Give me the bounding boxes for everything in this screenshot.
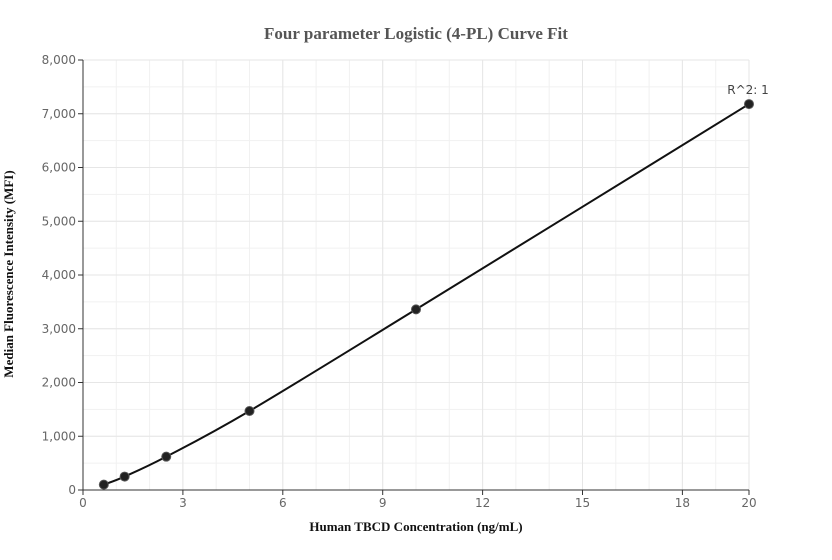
x-tick-label: 0 — [79, 496, 87, 510]
grid — [82, 59, 750, 491]
y-tick-label: 2,000 — [42, 376, 76, 390]
x-axis-label: Human TBCD Concentration (ng/mL) — [309, 519, 522, 534]
x-tick-label: 18 — [675, 496, 690, 510]
r-squared-annotation: R^2: 1 — [727, 83, 769, 97]
x-tick-label: 9 — [379, 496, 387, 510]
chart-title: Four parameter Logistic (4-PL) Curve Fit — [264, 24, 568, 43]
data-points — [98, 99, 754, 490]
y-tick-label: 4,000 — [42, 268, 76, 282]
x-tick-label: 3 — [179, 496, 187, 510]
y-axis-label: Median Fluorescence Intensity (MFI) — [1, 170, 16, 377]
y-tick-label: 7,000 — [42, 107, 76, 121]
y-tick-label: 0 — [68, 483, 76, 497]
data-point[interactable] — [244, 405, 255, 416]
y-tick-label: 6,000 — [42, 161, 76, 175]
y-axis-ticks: 0 1,000 2,000 3,000 4,000 5,000 6,000 7,000 8,00… — [42, 53, 83, 497]
data-point[interactable] — [161, 451, 172, 462]
y-tick-label: 8,000 — [42, 53, 76, 67]
x-tick-label: 6 — [279, 496, 287, 510]
x-tick-label: 20 — [741, 496, 756, 510]
y-tick-label: 5,000 — [42, 214, 76, 228]
y-tick-label: 3,000 — [42, 322, 76, 336]
data-point[interactable] — [119, 471, 130, 482]
x-tick-label: 12 — [475, 496, 490, 510]
data-point[interactable] — [411, 304, 421, 315]
data-point[interactable] — [744, 99, 754, 110]
data-point[interactable] — [98, 479, 109, 490]
x-axis-ticks: 0 3 6 9 12 15 18 20 — [79, 490, 757, 510]
y-tick-label: 1,000 — [42, 429, 76, 443]
fit-curve — [103, 103, 750, 486]
x-tick-label: 15 — [575, 496, 590, 510]
